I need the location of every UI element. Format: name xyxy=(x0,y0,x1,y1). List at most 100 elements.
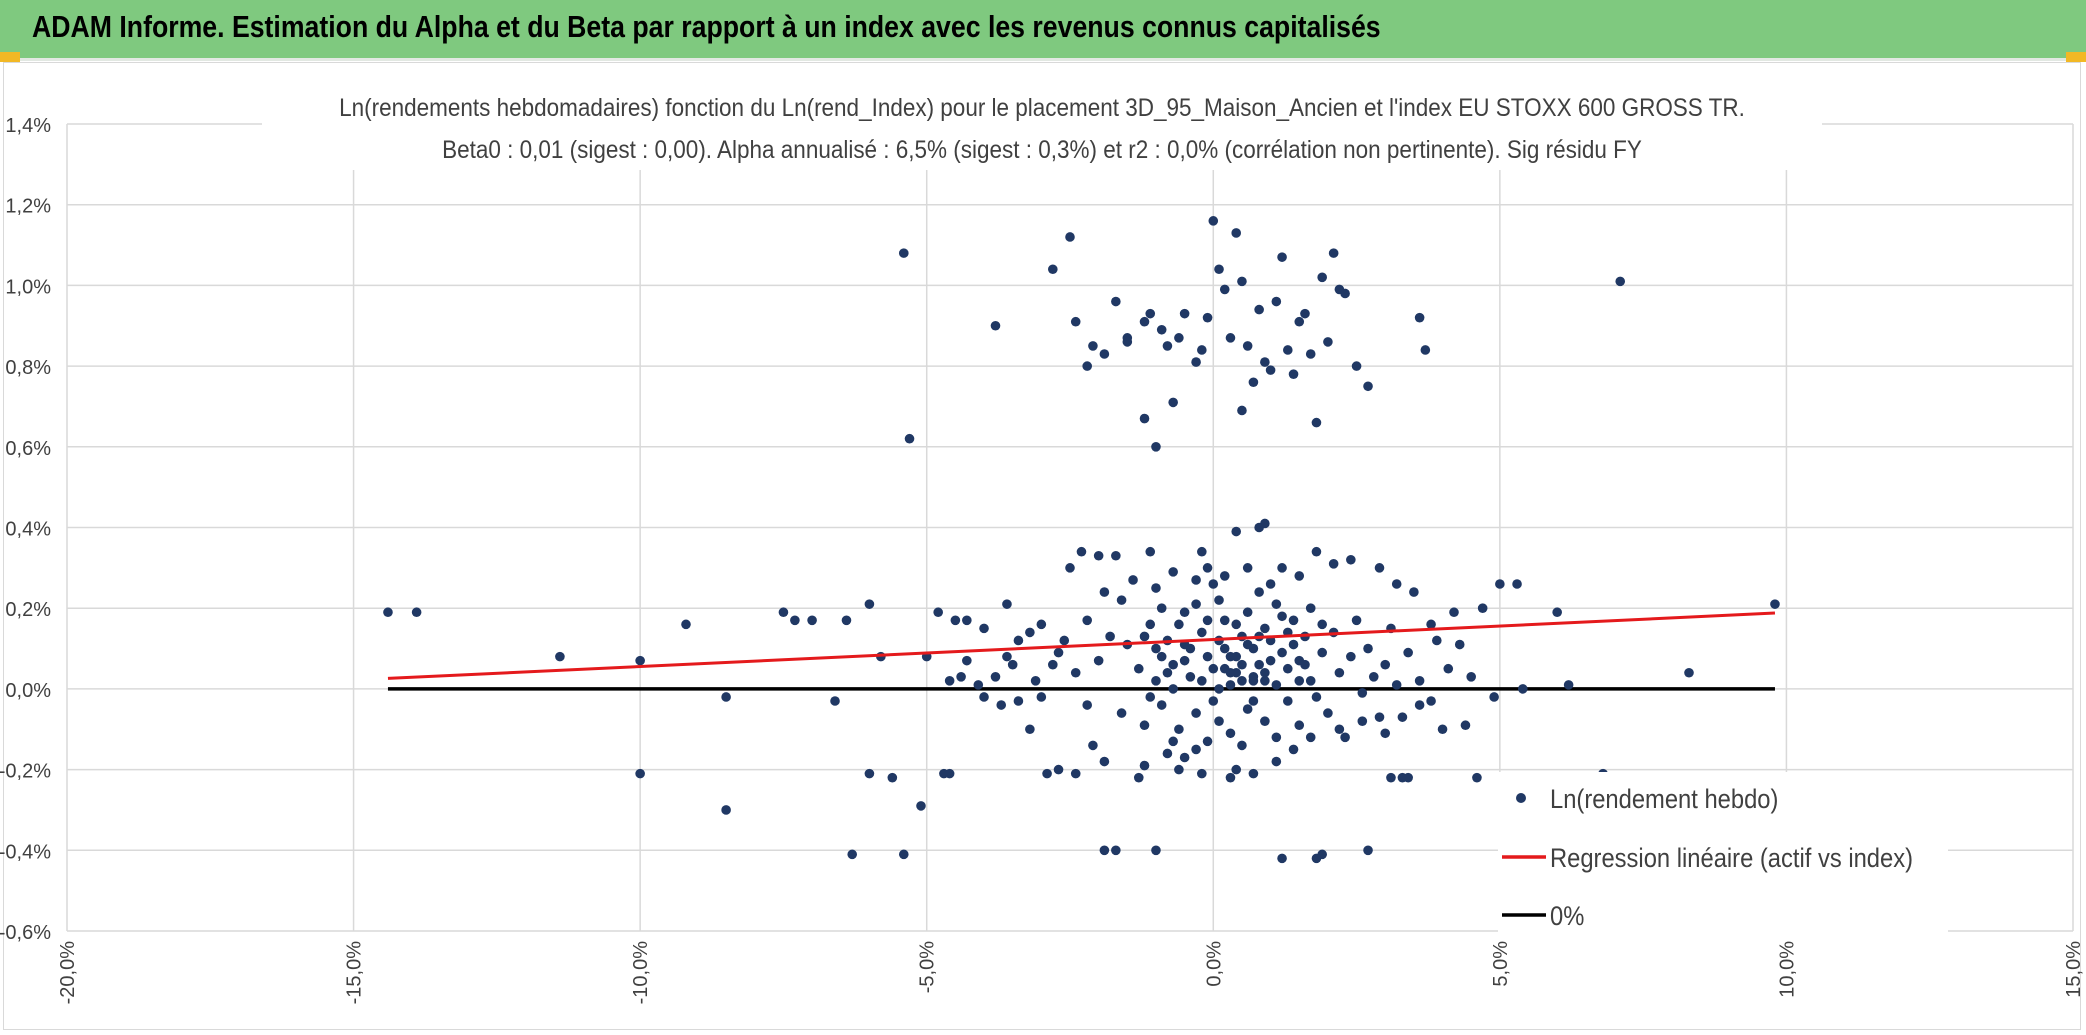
data-point xyxy=(1202,651,1213,662)
chart-title: Ln(rendements hebdomadaires) fonction du… xyxy=(339,94,1745,122)
x-tick-label: -5,0% xyxy=(917,941,939,993)
data-point xyxy=(1002,599,1012,609)
data-point xyxy=(1380,659,1391,670)
x-tick-label: 0,0% xyxy=(1203,941,1225,987)
data-point xyxy=(1179,655,1190,666)
report-title: ADAM Informe. Estimation du Alpha et du … xyxy=(32,9,1381,44)
data-point xyxy=(1145,619,1156,630)
data-point xyxy=(962,655,972,666)
data-point xyxy=(1363,845,1373,856)
data-point xyxy=(1133,772,1144,783)
data-point xyxy=(1139,720,1150,731)
data-point xyxy=(1351,615,1362,626)
data-point xyxy=(807,615,817,626)
x-tick-label: 15,0% xyxy=(2063,941,2085,998)
data-point xyxy=(1260,623,1270,634)
data-point xyxy=(1185,671,1196,682)
data-point xyxy=(721,805,731,815)
title-backdrop xyxy=(262,92,1822,170)
data-point xyxy=(1065,563,1075,573)
data-point xyxy=(1197,676,1207,686)
data-point xyxy=(1294,720,1305,731)
report-banner: ADAM Informe. Estimation du Alpha et du … xyxy=(0,0,2086,61)
x-tick-label: 10,0% xyxy=(1776,941,1798,998)
x-tick-label: 5,0% xyxy=(1490,941,1512,987)
x-axis-ticks: -20,0% -15,0% -10,0% -5,0% 0,0% 5,0% 10,0% 15,0… xyxy=(57,941,2085,1005)
data-point xyxy=(1288,639,1299,650)
data-point xyxy=(1105,631,1115,642)
y-tick-label: 1,2% xyxy=(5,196,51,218)
data-point xyxy=(1242,563,1253,573)
data-point xyxy=(1294,655,1305,666)
data-point xyxy=(1225,680,1236,690)
data-point xyxy=(1449,607,1459,618)
data-point xyxy=(1168,397,1178,408)
data-point xyxy=(1053,764,1064,775)
data-point xyxy=(1156,651,1167,662)
data-point xyxy=(1099,349,1110,359)
data-point xyxy=(1443,663,1454,674)
data-point xyxy=(1374,563,1385,573)
data-point xyxy=(1472,772,1482,783)
data-point xyxy=(1208,579,1219,589)
x-tick-label: -10,0% xyxy=(630,941,652,1005)
data-point xyxy=(1197,768,1207,779)
data-point xyxy=(1340,732,1350,743)
data-point xyxy=(1231,651,1242,662)
data-point xyxy=(1248,696,1259,706)
data-point xyxy=(1231,228,1242,238)
data-point xyxy=(1111,296,1121,307)
data-point xyxy=(1237,659,1247,670)
data-point xyxy=(1334,724,1345,735)
data-point xyxy=(1254,659,1264,670)
data-point xyxy=(1346,651,1356,662)
data-point xyxy=(1397,772,1408,783)
y-tick-label: 0,0% xyxy=(5,680,51,702)
data-point xyxy=(1082,615,1092,626)
data-point xyxy=(1013,635,1024,646)
data-point xyxy=(1265,365,1276,375)
y-axis-ticks: -0,6% -0,4% -0,2% 0,0% 0,2% 0,4% 0,6% 0,8% 1,0% 1… xyxy=(0,115,51,944)
data-point xyxy=(1340,288,1350,299)
data-point xyxy=(887,772,898,783)
data-point xyxy=(1271,599,1282,609)
data-point xyxy=(635,768,645,779)
data-point xyxy=(1082,700,1092,710)
data-point xyxy=(1202,563,1213,573)
data-point xyxy=(1409,587,1419,597)
data-point xyxy=(1254,304,1264,315)
data-point xyxy=(1168,659,1178,670)
data-point xyxy=(1156,603,1167,613)
data-point xyxy=(1076,546,1087,557)
data-point xyxy=(1202,615,1213,626)
data-point xyxy=(1053,647,1064,658)
data-point xyxy=(1237,276,1247,287)
data-point xyxy=(1088,341,1098,351)
data-point xyxy=(1139,760,1150,771)
data-point xyxy=(1237,676,1247,686)
data-point xyxy=(1328,248,1339,258)
data-point xyxy=(1317,647,1327,658)
y-tick-label: 0,8% xyxy=(5,357,51,379)
data-point xyxy=(1191,575,1201,585)
data-point xyxy=(1254,522,1264,533)
data-point xyxy=(1219,615,1230,626)
data-point xyxy=(1351,361,1362,371)
data-point xyxy=(1563,680,1574,690)
data-point xyxy=(721,692,731,702)
data-point xyxy=(1391,680,1402,690)
y-tick-label: -0,4% xyxy=(0,841,51,863)
data-point xyxy=(1466,671,1476,682)
data-point xyxy=(1191,708,1201,718)
data-point xyxy=(1305,732,1316,743)
data-point xyxy=(841,615,852,626)
data-point xyxy=(681,619,691,630)
data-point xyxy=(1489,692,1499,702)
data-point xyxy=(1495,579,1505,589)
data-point xyxy=(904,433,915,444)
data-point xyxy=(1139,413,1150,424)
data-point xyxy=(1013,696,1024,706)
data-point xyxy=(1294,316,1305,327)
data-point xyxy=(1007,659,1018,670)
data-point xyxy=(944,768,955,779)
